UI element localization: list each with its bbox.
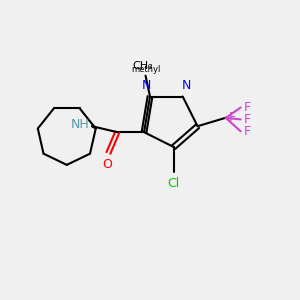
Text: Cl: Cl	[168, 177, 180, 190]
Text: NH: NH	[70, 118, 89, 131]
Text: N: N	[182, 79, 191, 92]
Text: O: O	[102, 158, 112, 171]
Text: F: F	[244, 113, 251, 126]
Text: N: N	[142, 79, 151, 92]
Text: CH₃: CH₃	[132, 61, 153, 71]
Text: F: F	[244, 101, 251, 114]
Text: F: F	[244, 125, 251, 138]
Text: methyl: methyl	[131, 65, 160, 74]
Text: F: F	[229, 111, 236, 124]
